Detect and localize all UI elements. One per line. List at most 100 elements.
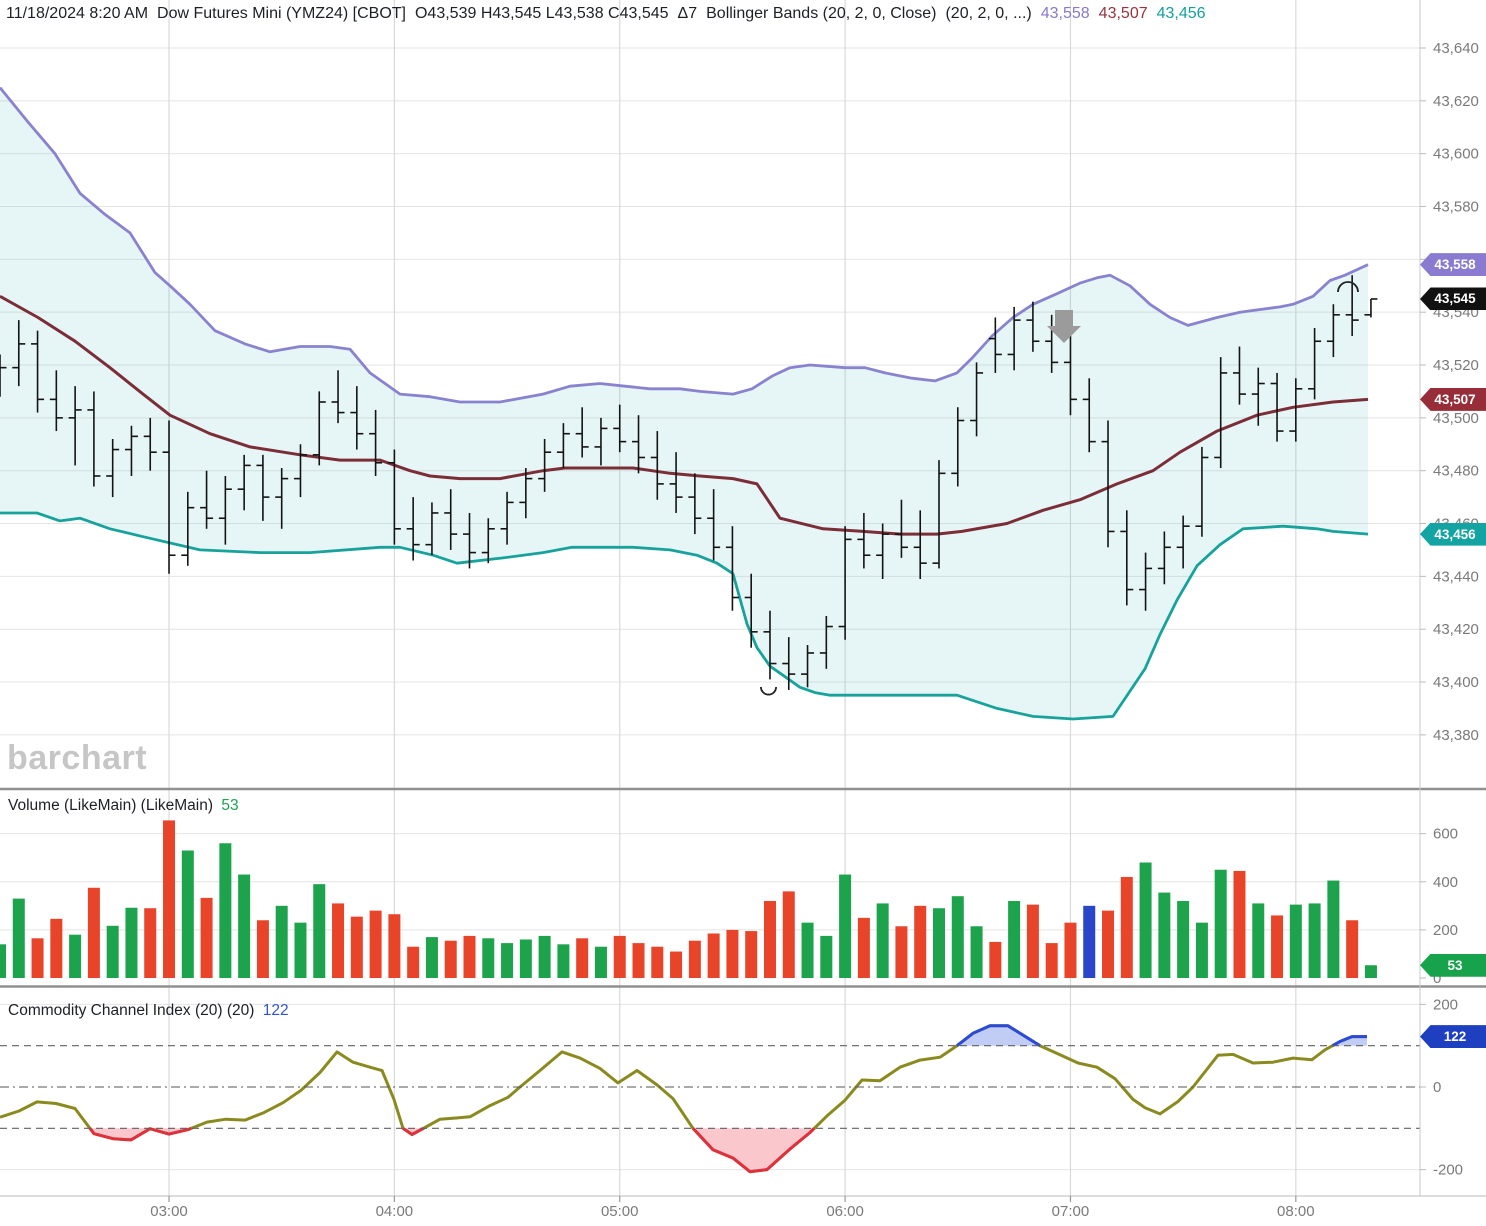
volume-bar xyxy=(1195,922,1208,978)
ohlc-bar xyxy=(293,444,307,498)
ohlc-bar xyxy=(913,510,927,580)
ohlc-bar xyxy=(1063,335,1077,416)
ohlc-bar xyxy=(406,497,420,561)
volume-bar xyxy=(501,943,514,978)
volume-bar xyxy=(425,937,438,978)
header-indicator-params: (20, 2, 0, ...) xyxy=(945,5,1032,22)
volume-bar xyxy=(275,905,288,978)
ohlc-bar xyxy=(1026,301,1040,352)
volume-bar xyxy=(989,941,1002,978)
price-tag-43545: 43,545 xyxy=(1420,287,1486,311)
ohlc-bar xyxy=(1045,314,1059,373)
ohlc-bar xyxy=(575,407,589,458)
ohlc-bar xyxy=(256,454,270,521)
volume-bar xyxy=(87,887,100,978)
volume-bar xyxy=(219,843,232,978)
ohlc-bar xyxy=(782,637,796,690)
volume-bar xyxy=(651,946,664,978)
volume-bar xyxy=(1289,904,1302,978)
volume-bar xyxy=(519,939,532,978)
ohlc-bar xyxy=(801,645,815,688)
cci-oversold-fill xyxy=(693,1128,815,1172)
ohlc-bar xyxy=(387,449,401,545)
volume-bar xyxy=(1271,915,1284,978)
volume-bar xyxy=(782,891,795,978)
ohlc-bar xyxy=(519,468,533,519)
ohlc-bar xyxy=(1364,298,1378,318)
volume-bar xyxy=(1158,892,1171,978)
volume-bar xyxy=(594,946,607,978)
ohlc-bar xyxy=(500,491,514,545)
circle-arc-annotation xyxy=(760,686,777,696)
ohlc-bar xyxy=(632,415,646,474)
time-axis-label: 04:00 xyxy=(376,1203,414,1220)
ohlc-bar xyxy=(444,489,458,550)
ohlc-bar xyxy=(1157,531,1171,585)
time-axis-label: 03:00 xyxy=(150,1203,188,1220)
volume-bar xyxy=(200,897,213,978)
price-axis-label: 43,420 xyxy=(1433,621,1479,638)
volume-bar xyxy=(1026,904,1039,978)
ohlc-bar xyxy=(31,330,45,413)
volume-bar xyxy=(632,943,645,978)
volume-bar xyxy=(181,850,194,978)
price-axis-label: 43,520 xyxy=(1433,357,1479,374)
volume-bar xyxy=(707,933,720,978)
ohlc-bar xyxy=(200,470,214,529)
volume-bar xyxy=(688,940,701,978)
ohlc-bar xyxy=(1120,510,1134,606)
ohlc-bar xyxy=(181,491,195,566)
ohlc-bar xyxy=(331,370,345,424)
volume-bar xyxy=(895,926,908,978)
cci-oversold-line xyxy=(691,1127,816,1174)
header-band-value: 43,507 xyxy=(1098,5,1148,22)
time-axis-label: 08:00 xyxy=(1277,1203,1315,1220)
ohlc-bar xyxy=(1326,304,1340,358)
volume-bar xyxy=(463,935,476,978)
ohlc-bar xyxy=(707,489,721,561)
price-axis-label: 43,620 xyxy=(1433,93,1479,110)
ohlc-bar xyxy=(725,526,739,611)
header-band-value: 43,456 xyxy=(1156,5,1206,22)
volume-bar xyxy=(1346,920,1359,978)
ohlc-bar xyxy=(556,423,570,469)
volume-bar xyxy=(125,907,138,978)
volume-bar xyxy=(1008,901,1021,978)
volume-bar xyxy=(313,884,326,978)
volume-bar xyxy=(763,901,776,978)
volume-bar xyxy=(1327,880,1340,978)
bollinger-middle-band xyxy=(0,294,1369,536)
ohlc-bar xyxy=(237,454,251,511)
volume-current-value: 53 xyxy=(221,797,239,814)
cci-overbought-line xyxy=(956,1024,1041,1047)
volume-bar xyxy=(1102,910,1115,978)
ohlc-bar xyxy=(1308,328,1322,400)
volume-bar xyxy=(294,922,307,978)
volume-bar xyxy=(613,935,626,978)
volume-bar xyxy=(1045,943,1058,978)
ohlc-bar xyxy=(481,518,495,564)
volume-bar xyxy=(538,935,551,978)
cci-oversold-line xyxy=(88,1126,192,1142)
ohlc-bar xyxy=(0,354,7,397)
ohlc-bar xyxy=(312,391,326,466)
header-ohlc: O43,539 H43,545 L43,538 C43,545 xyxy=(414,5,669,22)
bollinger-upper-band xyxy=(0,86,1369,404)
ohlc-bar xyxy=(744,573,758,648)
ohlc-bar xyxy=(1345,275,1359,336)
volume-bar xyxy=(1064,922,1077,978)
ohlc-bar xyxy=(218,475,232,545)
volume-bar xyxy=(576,938,589,978)
ohlc-bar xyxy=(1176,515,1190,569)
volume-bar xyxy=(839,874,852,978)
price-tag-43558: 43,558 xyxy=(1420,253,1486,277)
volume-bar xyxy=(0,944,6,978)
volume-bar xyxy=(1252,903,1265,978)
volume-bar xyxy=(31,938,44,978)
header-datetime: 11/18/2024 8:20 AM xyxy=(6,5,149,22)
barchart-logo: barchart xyxy=(7,739,148,777)
ohlc-bar xyxy=(87,391,101,487)
volume-bar xyxy=(857,917,870,978)
